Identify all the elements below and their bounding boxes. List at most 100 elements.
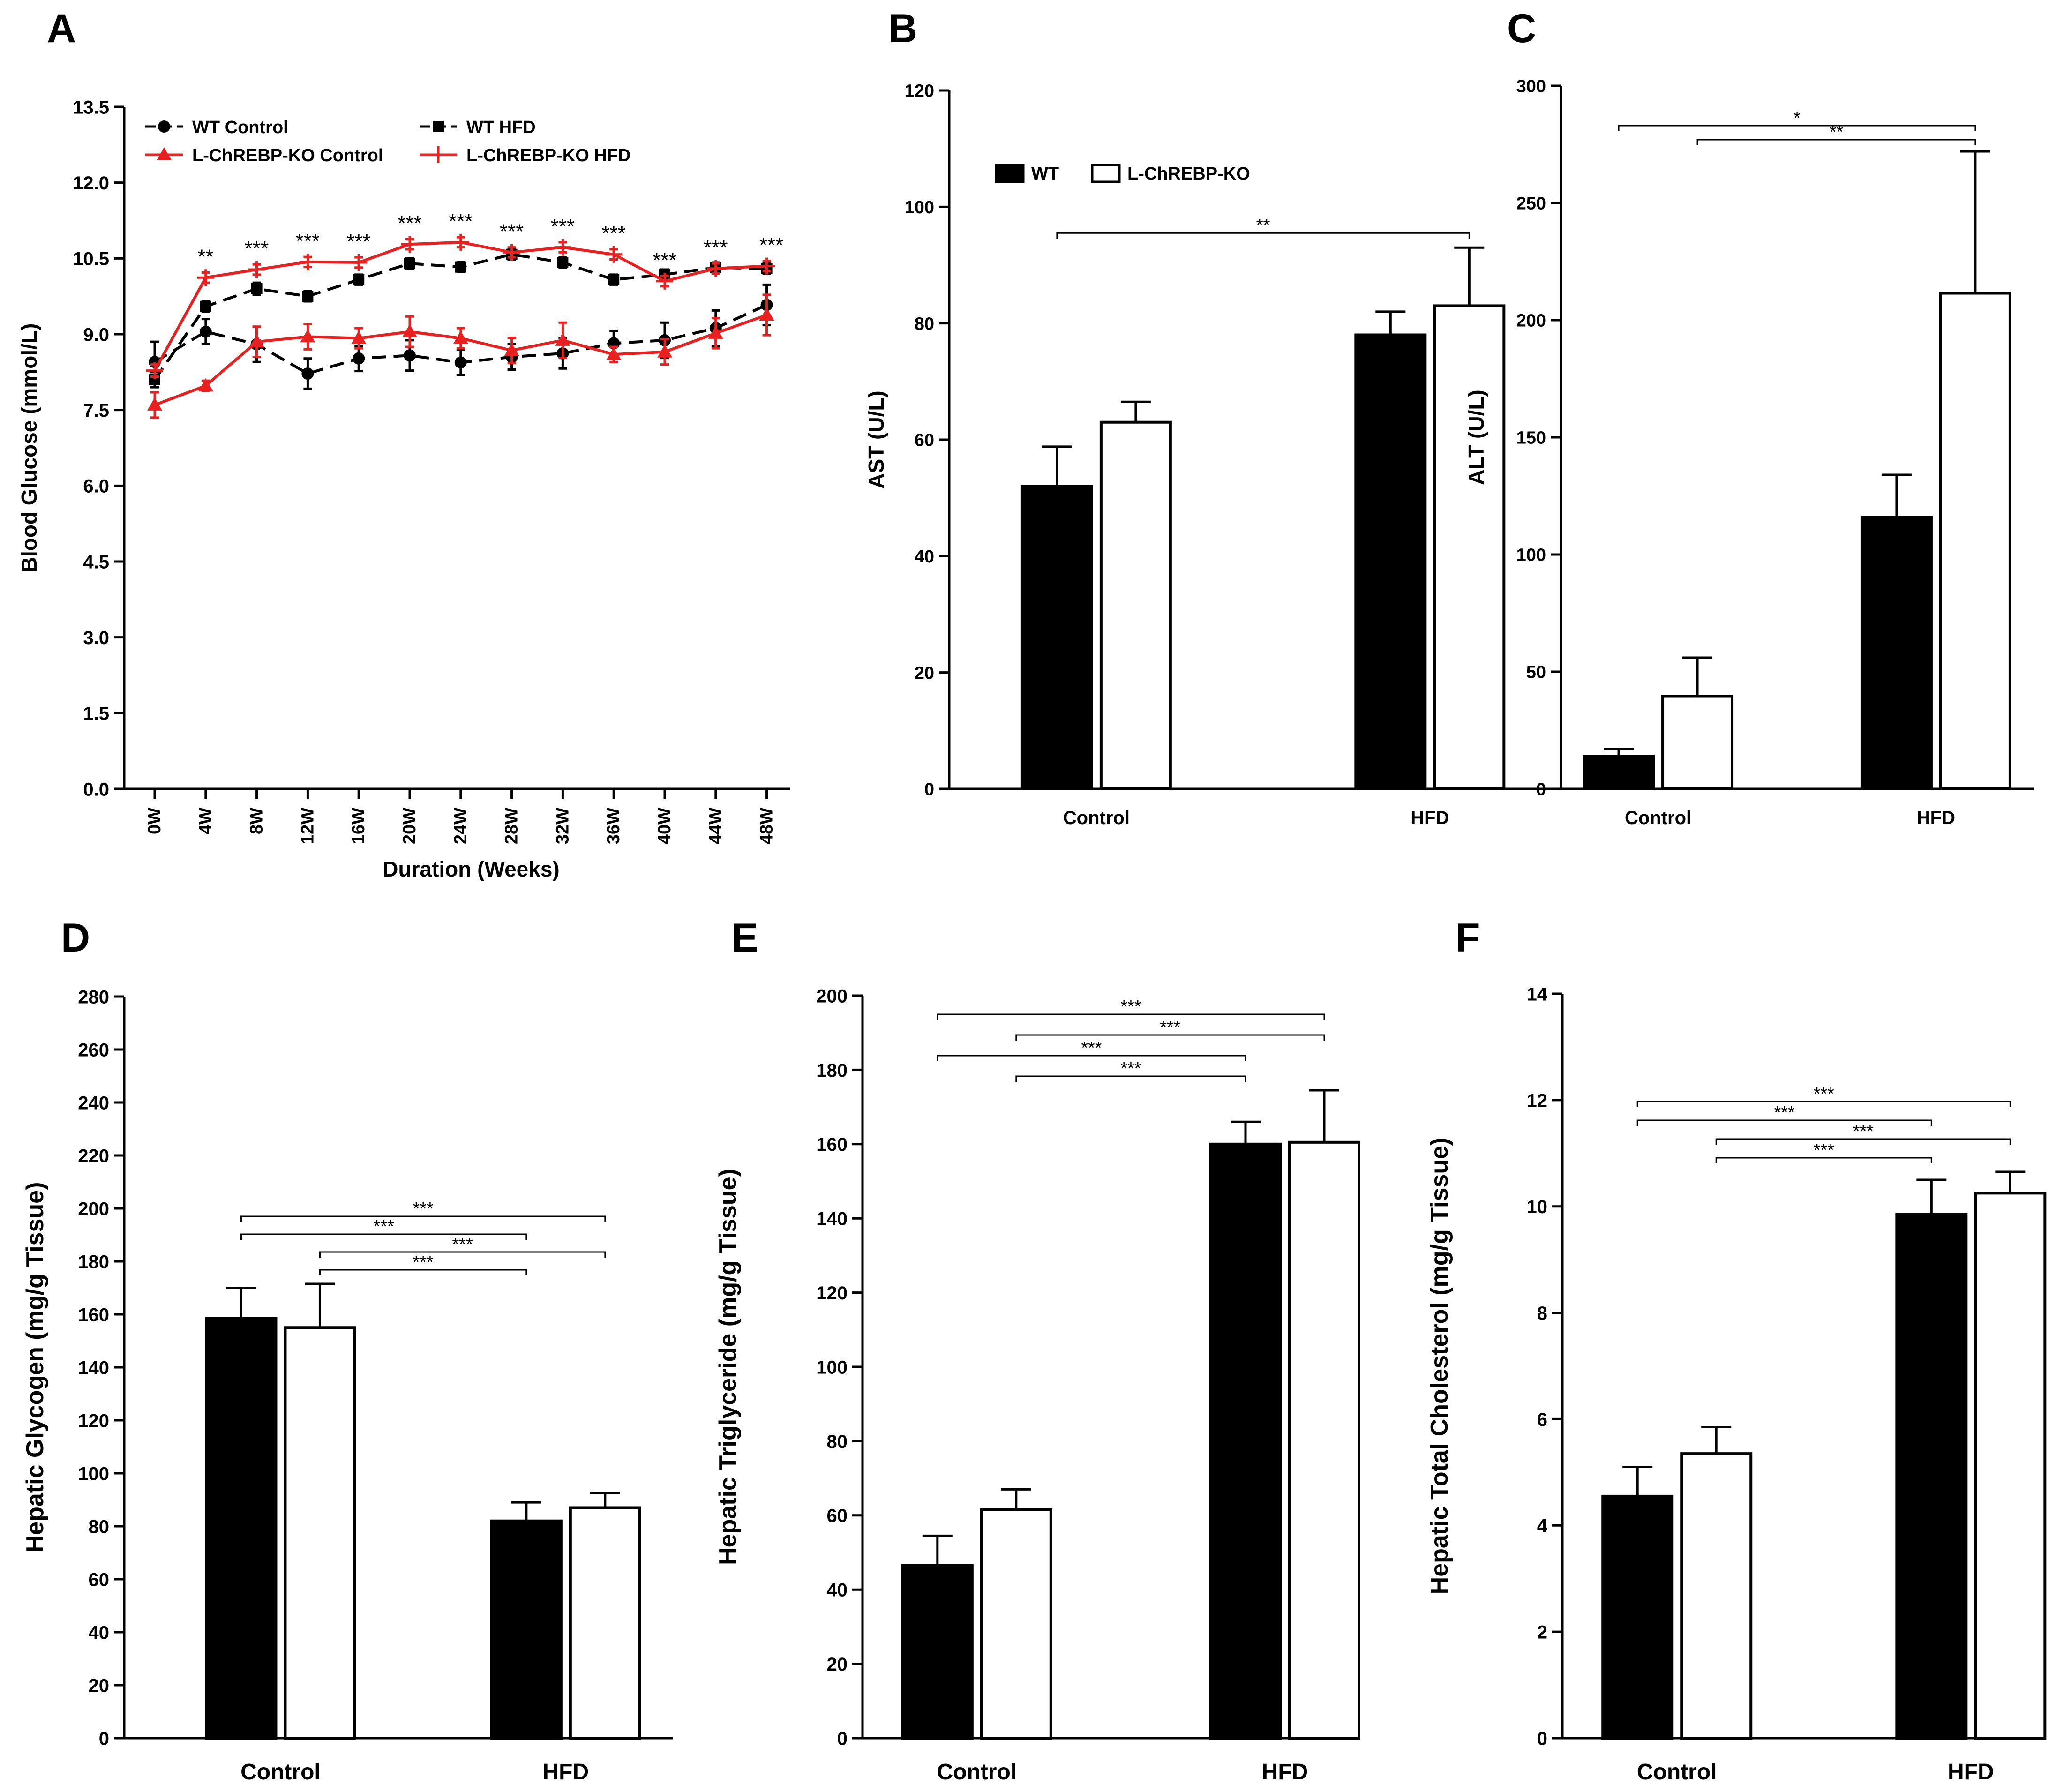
y-tick-label: 40 — [827, 1580, 848, 1601]
significance-bracket: *** — [1715, 1122, 2011, 1145]
x-category-label: Control — [1063, 808, 1130, 828]
y-tick-label: 40 — [915, 547, 934, 567]
significance-bracket: *** — [1015, 1018, 1325, 1041]
x-tick-label: 24W — [451, 808, 471, 844]
series-wt-hfd — [149, 248, 773, 389]
legend-label: L-ChREBP-KO — [1127, 164, 1250, 184]
marker-triangle — [147, 397, 162, 411]
x-category-label: Control — [937, 1760, 1017, 1785]
bracket-line — [937, 1055, 1246, 1061]
y-tick-label: 4 — [1537, 1516, 1548, 1537]
y-tick-label: 140 — [78, 1357, 109, 1378]
bar-wt-control — [1583, 755, 1655, 790]
bracket-line — [1715, 1138, 2011, 1145]
bar-ko-hfd — [1939, 292, 2011, 790]
significance-bracket: *** — [319, 1235, 606, 1258]
x-category-label: Control — [240, 1760, 321, 1785]
x-tick-label: 20W — [400, 808, 420, 844]
marker-triangle — [708, 325, 723, 339]
bar-ko-hfd — [1974, 1192, 2047, 1740]
bracket-line — [1636, 1101, 2011, 1107]
x-tick-label: 28W — [502, 808, 522, 844]
bracket-label: * — [1793, 108, 1801, 128]
y-tick-label: 0 — [1536, 780, 1546, 800]
y-tick-label: 0.0 — [83, 779, 109, 800]
panel-f-hepatic-cholesterol-chart: F 0 2 4 6 8 10 12 14 Hepatic Total Cholesterol (m… — [1426, 915, 2047, 1785]
significance-bracket: *** — [240, 1217, 527, 1240]
y-tick-label: 8 — [1537, 1303, 1547, 1324]
bracket-line — [319, 1251, 606, 1258]
significance-label: *** — [653, 249, 676, 272]
significance-label: *** — [602, 222, 626, 245]
marker-triangle — [759, 307, 774, 321]
marker-triangle — [249, 334, 264, 348]
bracket-label: *** — [1120, 997, 1141, 1017]
y-tick-label: 10.5 — [73, 249, 109, 270]
bar-ko-control — [1661, 695, 1734, 790]
bracket-label: ** — [1256, 216, 1270, 235]
bracket-label: ** — [1830, 122, 1844, 142]
y-tick-label: 14 — [1527, 984, 1548, 1005]
y-tick-label: 280 — [78, 987, 109, 1007]
bar-ko-hfd — [1288, 1140, 1360, 1740]
marker-circle — [353, 352, 365, 365]
y-tick-label: 250 — [1516, 194, 1546, 214]
bar-ko-hfd — [1433, 304, 1506, 791]
significance-bracket: ** — [1696, 122, 1976, 145]
bracket-label: *** — [1120, 1059, 1141, 1079]
bar-wt-hfd — [490, 1519, 563, 1740]
series-l-chrebp-ko-control — [147, 293, 774, 419]
marker-triangle — [555, 332, 570, 346]
y-tick-label: 12.0 — [73, 173, 109, 194]
bar-wt-hfd — [1354, 333, 1427, 790]
marker-triangle — [402, 324, 417, 337]
y-tick-label: 50 — [1526, 663, 1546, 682]
x-category-label: Control — [1625, 808, 1691, 828]
marker-circle — [301, 367, 314, 380]
x-tick-label: 0W — [145, 808, 165, 834]
x-tick-label: 4W — [196, 808, 216, 834]
legend-label: L-ChREBP-KO HFD — [466, 146, 630, 165]
panel-e-hepatic-triglyceride-chart: E 0 20 40 60 80 100 120 140 160 180 200 Hepatic Trig… — [714, 915, 1360, 1785]
legend-swatch — [1091, 164, 1121, 183]
y-tick-label: 10 — [1527, 1197, 1548, 1217]
bar-wt-hfd — [1209, 1142, 1282, 1740]
legend-item: WT HFD — [420, 118, 536, 137]
bracket-line — [937, 1013, 1325, 1020]
y-tick-label: 13.5 — [73, 97, 109, 118]
bar-wt-control — [1601, 1494, 1674, 1740]
marker-square — [404, 258, 415, 270]
x-category-label: HFD — [543, 1760, 589, 1785]
bar-wt-control — [901, 1564, 974, 1740]
bracket-line — [1618, 125, 1976, 131]
marker-square — [455, 261, 466, 273]
y-tick-label: 9.0 — [83, 324, 109, 345]
y-tick-label: 40 — [89, 1622, 110, 1643]
marker-square — [251, 283, 263, 294]
significance-label: *** — [245, 237, 269, 260]
marker-square — [200, 300, 211, 312]
y-axis-label: Blood Glucose (mmol/L) — [17, 323, 41, 573]
x-tick-label: 8W — [247, 808, 267, 834]
marker-triangle — [300, 329, 315, 343]
significance-label: ** — [198, 245, 214, 268]
marker-triangle — [606, 347, 622, 360]
y-tick-label: 120 — [905, 82, 934, 101]
marker-circle — [199, 325, 212, 338]
y-tick-label: 60 — [915, 431, 934, 450]
significance-label: *** — [449, 210, 473, 233]
legend: WT L-ChREBP-KO — [995, 164, 1250, 184]
bracket-label: *** — [1774, 1103, 1795, 1123]
marker-triangle — [198, 378, 213, 391]
x-tick-label: 12W — [298, 808, 317, 844]
bracket-label: *** — [1853, 1122, 1874, 1141]
panel-d-hepatic-glycogen-chart: D 0 20 40 60 80 100 120 140 160 180 200 220 240 260 280… — [22, 915, 673, 1785]
y-tick-label: 2 — [1537, 1622, 1547, 1643]
y-tick-label: 4.5 — [83, 552, 109, 572]
significance-bracket: *** — [1636, 1103, 1932, 1126]
y-tick-label: 20 — [89, 1675, 110, 1696]
legend-label: WT HFD — [466, 118, 536, 137]
significance-label: *** — [500, 220, 524, 243]
series-l-chrebp-ko-hfd — [146, 233, 775, 379]
